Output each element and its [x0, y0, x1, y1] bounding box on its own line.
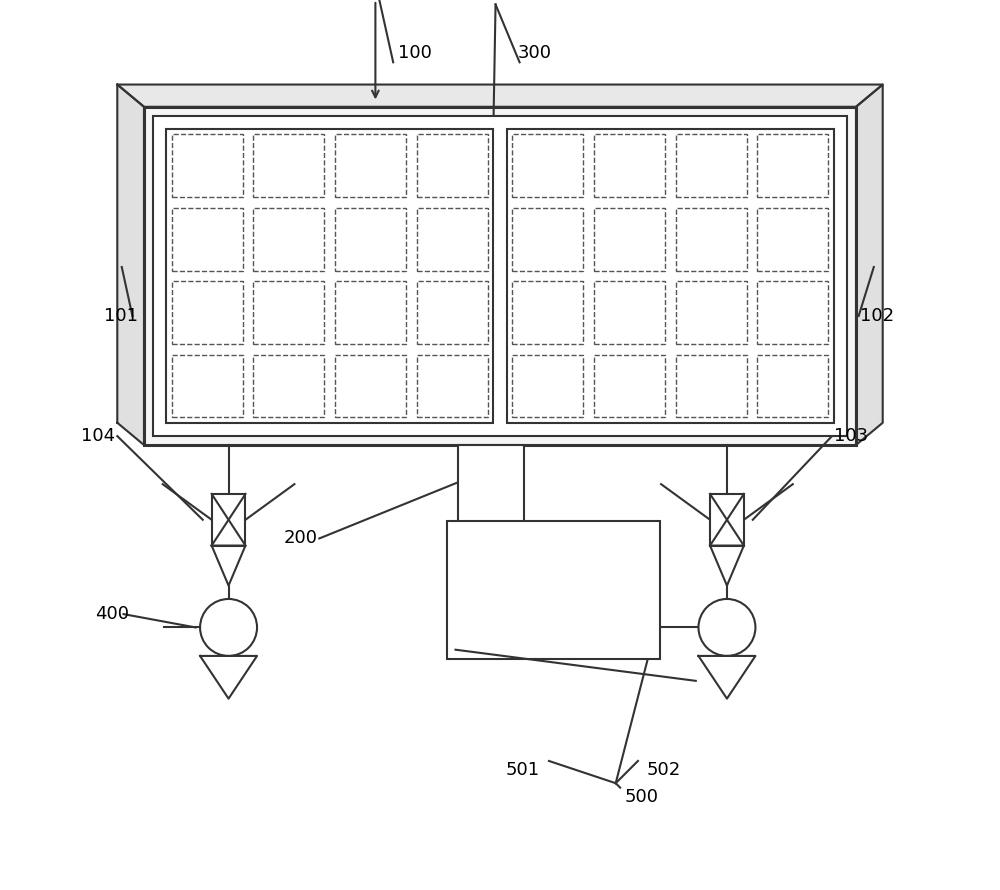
Bar — [212, 494, 245, 546]
Bar — [417, 207, 488, 271]
Bar — [417, 134, 488, 197]
Polygon shape — [212, 546, 245, 586]
Bar — [757, 134, 828, 197]
Polygon shape — [200, 656, 257, 699]
Polygon shape — [710, 546, 744, 586]
Bar — [458, 445, 524, 530]
Bar — [710, 494, 744, 546]
Bar — [172, 207, 243, 271]
Bar — [253, 134, 324, 197]
Bar — [144, 107, 856, 445]
Bar — [447, 521, 660, 659]
Text: 101: 101 — [104, 307, 138, 325]
Bar — [335, 207, 406, 271]
Circle shape — [698, 599, 755, 656]
Bar — [594, 134, 665, 197]
Bar — [417, 354, 488, 417]
Circle shape — [200, 599, 257, 656]
Bar — [166, 129, 493, 423]
Bar — [335, 134, 406, 197]
Bar — [417, 281, 488, 344]
Polygon shape — [856, 85, 883, 445]
Bar — [512, 354, 583, 417]
Text: 300: 300 — [518, 44, 552, 62]
Text: 502: 502 — [647, 761, 681, 779]
Bar — [594, 281, 665, 344]
Text: 501: 501 — [506, 761, 540, 779]
Bar — [594, 354, 665, 417]
Bar — [512, 207, 583, 271]
Bar — [757, 281, 828, 344]
Bar — [253, 281, 324, 344]
Text: 104: 104 — [81, 427, 116, 445]
Bar — [172, 281, 243, 344]
Bar — [676, 281, 747, 344]
Bar — [676, 134, 747, 197]
Text: 102: 102 — [860, 307, 895, 325]
Bar — [512, 134, 583, 197]
Bar — [676, 207, 747, 271]
Bar — [172, 354, 243, 417]
Bar — [676, 354, 747, 417]
Bar — [507, 129, 834, 423]
Bar — [594, 207, 665, 271]
Bar — [335, 354, 406, 417]
Polygon shape — [698, 656, 755, 699]
Polygon shape — [117, 85, 144, 445]
Text: 100: 100 — [398, 44, 432, 62]
Text: 103: 103 — [834, 427, 868, 445]
Polygon shape — [117, 85, 883, 107]
Bar — [335, 281, 406, 344]
Bar — [253, 207, 324, 271]
Text: 200: 200 — [284, 530, 318, 547]
Bar — [512, 281, 583, 344]
Text: 500: 500 — [625, 788, 659, 805]
Bar — [757, 207, 828, 271]
Bar — [172, 134, 243, 197]
Text: 400: 400 — [95, 605, 129, 623]
Bar — [253, 354, 324, 417]
Bar — [153, 116, 847, 436]
Bar — [757, 354, 828, 417]
